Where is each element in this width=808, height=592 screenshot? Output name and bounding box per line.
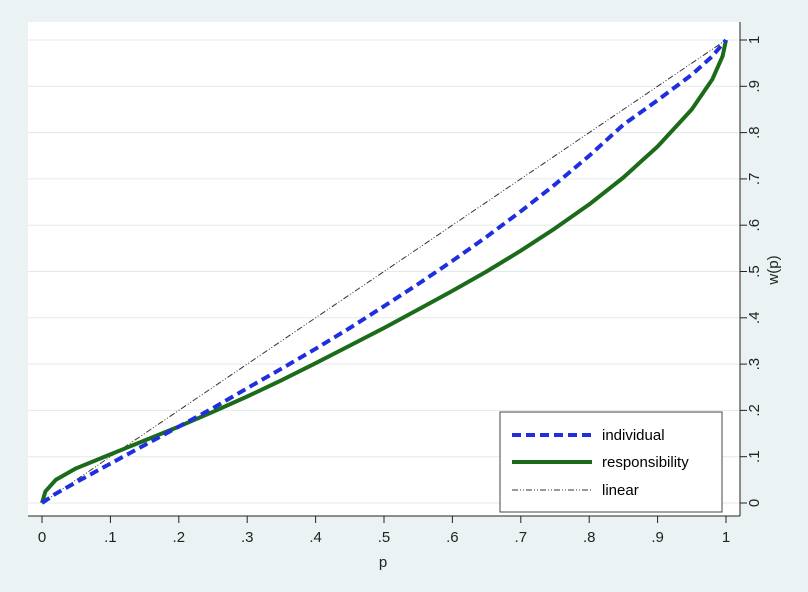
x-tick-label: .9 bbox=[651, 529, 664, 546]
x-tick-label: 1 bbox=[722, 529, 730, 546]
legend-label-responsibility: responsibility bbox=[602, 454, 689, 471]
x-axis-title: p bbox=[379, 554, 387, 571]
y-tick-label: 1 bbox=[746, 36, 763, 44]
legend: individual responsibility linear bbox=[499, 411, 723, 513]
y-tick-label: .9 bbox=[746, 80, 763, 93]
y-tick-label: .7 bbox=[746, 173, 763, 186]
y-tick-label: 0 bbox=[746, 499, 763, 507]
legend-label-individual: individual bbox=[602, 427, 665, 444]
legend-label-linear: linear bbox=[602, 482, 639, 499]
series-line-responsibility bbox=[40, 39, 728, 504]
x-tick-label: .7 bbox=[515, 529, 528, 546]
y-tick-label: .1 bbox=[746, 450, 763, 463]
y-tick-label: .5 bbox=[746, 265, 763, 278]
axes: 0 .1 .2 .3 .4 .5 .6 .7 .8 .9 1 0 .1 .2 .3 .4 .5 .6 .7 .8 .9 1 bbox=[28, 22, 763, 546]
x-tick-label: .5 bbox=[378, 529, 391, 546]
y-tick-label: .8 bbox=[746, 126, 763, 139]
y-tick-label: .2 bbox=[746, 404, 763, 417]
gridlines bbox=[28, 39, 740, 504]
x-tick-label: .3 bbox=[241, 529, 254, 546]
x-tick-label: .1 bbox=[104, 529, 117, 546]
x-tick-label: .8 bbox=[583, 529, 596, 546]
x-tick-label: .2 bbox=[173, 529, 186, 546]
y-tick-label: .6 bbox=[746, 219, 763, 232]
x-tick-label: .6 bbox=[446, 529, 459, 546]
series-line-individual bbox=[40, 38, 728, 505]
x-tick-label: .4 bbox=[309, 529, 322, 546]
y-tick-label: .4 bbox=[746, 312, 763, 325]
y-axis-title: w(p) bbox=[765, 255, 782, 285]
x-tick-label: 0 bbox=[38, 529, 46, 546]
series-line-linear bbox=[41, 39, 727, 504]
y-tick-label: .3 bbox=[746, 358, 763, 371]
series-lines bbox=[40, 38, 728, 505]
